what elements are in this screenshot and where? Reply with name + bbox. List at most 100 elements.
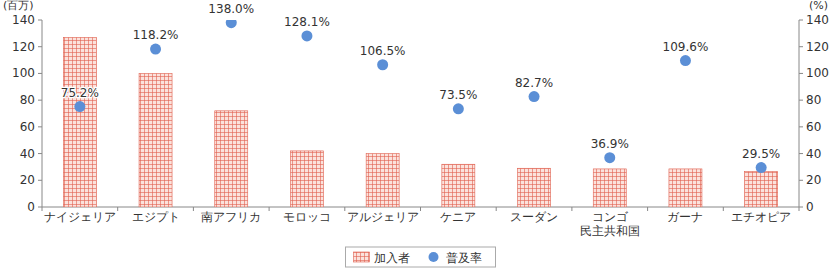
legend-label: 普及率 xyxy=(446,251,482,265)
y2-tick-label: 40 xyxy=(806,147,821,161)
y2-tick xyxy=(799,126,803,127)
y2-tick-label: 120 xyxy=(806,40,829,54)
bar xyxy=(139,73,172,207)
x-tick-label-line: 民主共和国 xyxy=(580,224,640,238)
y-tick-label: 120 xyxy=(12,40,35,54)
point xyxy=(604,152,615,163)
y2-tick-label: 80 xyxy=(806,93,821,107)
y2-tick xyxy=(799,207,803,208)
x-tick-label-line: アルジェリア xyxy=(347,210,419,224)
point xyxy=(680,55,691,66)
x-tick-label-line: ナイジェリア xyxy=(44,210,116,224)
point xyxy=(453,103,464,114)
data-label: 109.6% xyxy=(663,40,709,54)
point xyxy=(226,20,237,28)
y-tick xyxy=(38,180,42,181)
point xyxy=(756,162,767,173)
y-axis-line xyxy=(42,20,43,207)
x-tick xyxy=(420,207,421,211)
data-label: 82.7% xyxy=(515,76,553,90)
bar xyxy=(593,169,626,207)
x-tick xyxy=(647,207,648,211)
y-tick xyxy=(38,207,42,208)
bar xyxy=(215,111,248,207)
bar xyxy=(290,151,323,207)
x-tick xyxy=(117,207,118,211)
y-tick-label: 140 xyxy=(12,13,35,27)
y-tick-label: 100 xyxy=(12,66,35,80)
point xyxy=(74,101,85,112)
y2-tick-label: 20 xyxy=(806,173,821,187)
y-tick xyxy=(38,46,42,47)
y2-tick xyxy=(799,100,803,101)
bar xyxy=(442,164,475,207)
y2-axis-label: (%) xyxy=(809,0,828,12)
x-tick xyxy=(799,207,800,211)
y-tick xyxy=(38,73,42,74)
data-labels: 75.2% 118.2% 138.0% 128.1% 106.5% 73.5% 82.7% 3… xyxy=(61,2,780,161)
x-tick xyxy=(571,207,572,211)
y2-tick xyxy=(799,180,803,181)
y-tick-label: 0 xyxy=(27,200,35,214)
legend-swatch xyxy=(429,252,439,262)
bar xyxy=(669,169,702,207)
x-tick-label: スーダン xyxy=(510,210,558,224)
y2-tick xyxy=(799,20,803,21)
point xyxy=(529,91,540,102)
y2-tick-label: 60 xyxy=(806,120,821,134)
x-tick-label: ガーナ xyxy=(667,210,703,224)
point xyxy=(301,30,312,41)
bar xyxy=(518,168,551,207)
x-tick-label: エチオピア xyxy=(731,210,791,224)
y2-tick xyxy=(799,73,803,74)
x-tick-label: コンゴ民主共和国 xyxy=(580,210,640,238)
y-axis-label: (百万) xyxy=(3,0,34,12)
y2-tick-label: 0 xyxy=(806,200,814,214)
y2-tick-label: 100 xyxy=(806,66,829,80)
y2-tick xyxy=(799,153,803,154)
data-label: 106.5% xyxy=(360,44,406,58)
data-label: 29.5% xyxy=(742,147,780,161)
x-tick-label: モロッコ xyxy=(283,210,331,224)
y2-tick xyxy=(799,46,803,47)
x-tick-label-line: エジプト xyxy=(132,210,180,224)
data-label: 128.1% xyxy=(284,15,330,29)
y-tick xyxy=(38,153,42,154)
x-tick-label: エジプト xyxy=(132,210,180,224)
data-label: 36.9% xyxy=(591,137,629,151)
point xyxy=(377,59,388,70)
x-tick-label-line: モロッコ xyxy=(283,210,331,224)
y-tick-label: 40 xyxy=(20,147,35,161)
data-label: 118.2% xyxy=(133,28,179,42)
data-label: 73.5% xyxy=(439,88,477,102)
bar xyxy=(745,172,778,207)
chart: 020406080100120140020406080100120140(百万)… xyxy=(0,0,831,273)
x-tick-label: ナイジェリア xyxy=(44,210,116,224)
data-label: 138.0% xyxy=(208,2,254,16)
legend: 加入者 普及率 xyxy=(346,247,496,267)
y-tick-label: 80 xyxy=(20,93,35,107)
y-tick xyxy=(38,20,42,21)
legend-box xyxy=(346,247,496,267)
legend-label: 加入者 xyxy=(374,251,410,265)
x-tick-label-line: ガーナ xyxy=(667,210,703,224)
x-tick-label: ケニア xyxy=(440,210,476,224)
x-tick xyxy=(42,207,43,211)
x-tick xyxy=(269,207,270,211)
legend-swatch xyxy=(354,252,370,262)
y-tick xyxy=(38,126,42,127)
x-tick-label-line: 南アフリカ xyxy=(201,210,261,224)
x-tick-label-line: コンゴ xyxy=(592,210,629,224)
y-tick xyxy=(38,100,42,101)
y2-tick-label: 140 xyxy=(806,13,829,27)
bar xyxy=(63,37,96,207)
y2-axis-line xyxy=(799,20,800,207)
y-tick-label: 60 xyxy=(20,120,35,134)
x-tick-label: 南アフリカ xyxy=(201,210,261,224)
data-label: 75.2% xyxy=(61,86,99,100)
x-tick xyxy=(496,207,497,211)
point xyxy=(150,44,161,55)
x-tick-label: アルジェリア xyxy=(347,210,419,224)
plot-area xyxy=(63,20,777,207)
bar xyxy=(366,154,399,207)
